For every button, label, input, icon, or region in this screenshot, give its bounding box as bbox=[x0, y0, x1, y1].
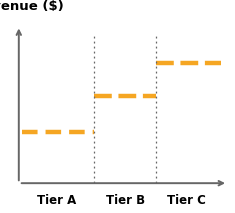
Text: Revenue ($): Revenue ($) bbox=[0, 0, 63, 13]
Text: Tier B: Tier B bbox=[106, 194, 145, 207]
Text: Tier A: Tier A bbox=[37, 194, 76, 207]
Text: Tier C: Tier C bbox=[167, 194, 206, 207]
